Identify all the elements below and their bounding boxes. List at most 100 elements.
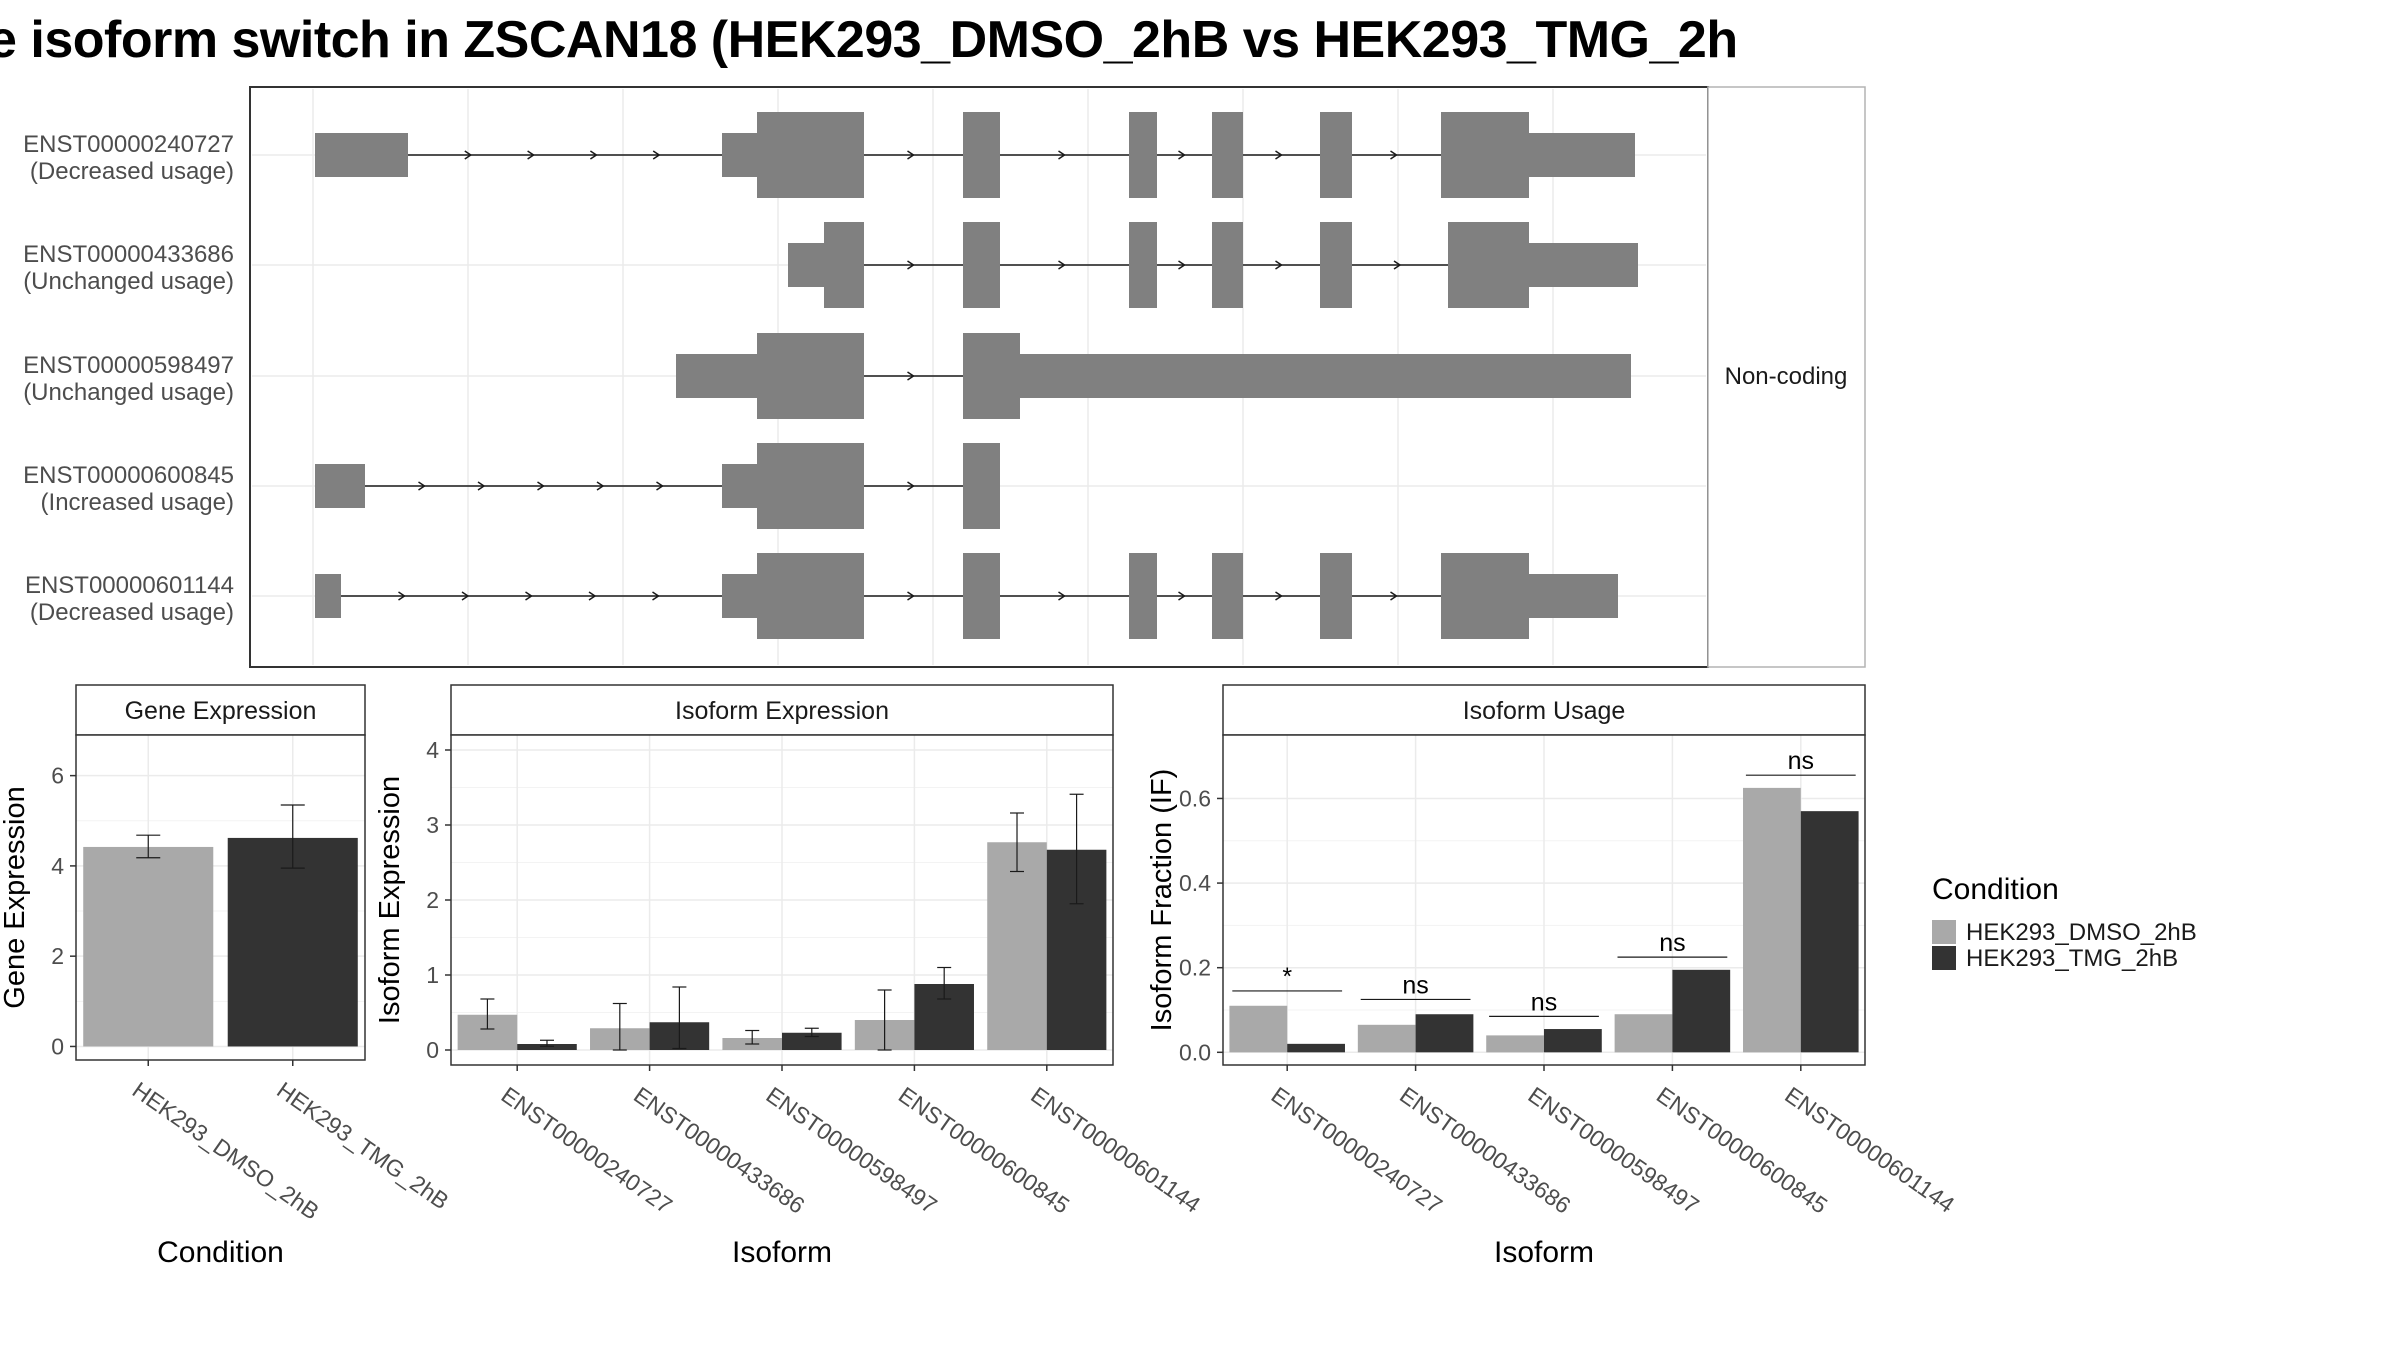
exon-block — [1129, 222, 1157, 308]
y-tick-label: 0.6 — [1179, 785, 1211, 811]
isoform-usage-label: (Decreased usage) — [30, 599, 234, 626]
strand-arrow — [1275, 260, 1283, 270]
exon-block — [315, 133, 408, 177]
panel-title: Isoform Usage — [1463, 697, 1626, 725]
bar-tmg — [782, 1032, 842, 1050]
exon-block — [1129, 553, 1157, 639]
exon-block — [963, 553, 1000, 639]
isoform-usage-label: (Unchanged usage) — [23, 379, 234, 406]
strand-arrow — [907, 150, 915, 160]
y-tick-label: 4 — [426, 737, 439, 763]
exon-block — [315, 574, 341, 618]
bar-tmg — [1800, 811, 1859, 1053]
isoform-usage-label: (Unchanged usage) — [23, 268, 234, 295]
x-axis-title: Isoform — [732, 1236, 832, 1269]
isoform-structure-row: ENST00000601144(Decreased usage) — [25, 553, 1618, 639]
strand-arrow — [464, 150, 473, 160]
exon-block — [1019, 354, 1631, 398]
bar-tmg — [1672, 969, 1731, 1053]
isoform-id-label: ENST00000240727 — [23, 131, 234, 158]
bar-dmso — [1229, 1005, 1288, 1053]
y-axis-title: Isoform Fraction (IF) — [1146, 769, 1178, 1032]
y-axis-title: Isoform Expression — [374, 776, 406, 1024]
exon-block — [1212, 553, 1243, 639]
exon-block — [963, 443, 1000, 529]
exon-block — [963, 222, 1000, 308]
y-tick-label: 1 — [426, 962, 439, 988]
strand-arrow — [656, 481, 664, 491]
exon-block — [757, 112, 864, 198]
exon-block — [963, 112, 1000, 198]
strand-arrow — [1275, 591, 1283, 601]
exon-block — [1528, 133, 1635, 177]
isoform-id-label: ENST00000600845 — [23, 462, 234, 489]
isoform-id-label: ENST00000433686 — [23, 241, 234, 268]
strand-arrow — [1390, 150, 1398, 160]
strand-arrow — [1390, 591, 1398, 601]
exon-block — [722, 464, 758, 508]
bar-panel-3: Isoform Usage0.00.20.40.6ENST00000240727… — [1146, 684, 1959, 1269]
exon-block — [788, 243, 825, 287]
exon-block — [1441, 112, 1529, 198]
y-tick-label: 6 — [51, 763, 64, 789]
strand-arrow — [1275, 150, 1283, 160]
bar-tmg — [1415, 1014, 1474, 1053]
exon-block — [315, 464, 365, 508]
strand-arrow — [652, 150, 661, 160]
strand-arrow — [398, 591, 406, 601]
bar-dmso — [1486, 1035, 1544, 1053]
panel-title: Isoform Expression — [675, 697, 889, 725]
exon-block — [676, 354, 758, 398]
panel-border — [450, 734, 1114, 1066]
panel-border — [75, 734, 366, 1061]
exon-block — [1320, 112, 1352, 198]
bar-dmso — [1743, 787, 1801, 1053]
strand-arrow — [588, 591, 597, 601]
exon-block — [757, 553, 864, 639]
isoform-structure-row: ENST00000240727(Decreased usage) — [23, 112, 1635, 198]
strand-arrow — [596, 481, 605, 491]
strand-arrow — [537, 481, 545, 491]
exon-block — [722, 133, 758, 177]
strand-arrow — [1058, 150, 1066, 160]
panel-border — [1222, 734, 1866, 1066]
panel-strip — [75, 684, 366, 736]
bar-tmg — [1287, 1043, 1345, 1053]
exon-block — [1448, 222, 1529, 308]
significance-label: ns — [1659, 929, 1685, 957]
strand-arrow — [1058, 591, 1066, 601]
y-axis-title: Gene Expression — [0, 786, 31, 1008]
legend-swatch — [1932, 920, 1956, 944]
y-tick-label: 2 — [51, 943, 64, 969]
exon-block — [1528, 243, 1638, 287]
y-tick-label: 0.0 — [1179, 1039, 1211, 1065]
bar-dmso — [987, 842, 1047, 1050]
x-axis-title: Condition — [157, 1236, 284, 1269]
strand-arrow — [1178, 260, 1186, 270]
exon-block — [1212, 222, 1243, 308]
y-tick-label: 0 — [51, 1033, 64, 1059]
legend-title: Condition — [1932, 873, 2059, 906]
exon-block — [1320, 222, 1352, 308]
exon-block — [963, 333, 1020, 419]
strand-arrow — [477, 481, 486, 491]
isoform-structure-row: ENST00000600845(Increased usage) — [23, 443, 1000, 529]
strand-arrow — [1393, 260, 1402, 270]
bar-tmg — [1544, 1029, 1602, 1053]
strand-arrow — [652, 591, 660, 601]
strand-arrow — [907, 260, 915, 270]
strand-arrow — [907, 591, 915, 601]
isoform-structure-row: ENST00000433686(Unchanged usage) — [23, 222, 1638, 308]
strand-arrow — [461, 591, 470, 601]
legend-label: HEK293_DMSO_2hB — [1966, 919, 2197, 946]
significance-label: ns — [1402, 971, 1428, 999]
y-tick-label: 0 — [426, 1037, 439, 1063]
exon-block — [1212, 112, 1243, 198]
strand-arrow — [525, 591, 533, 601]
panel-strip — [1222, 684, 1866, 736]
strand-arrow — [907, 481, 915, 491]
bar-dmso — [1614, 1014, 1673, 1053]
x-axis-title: Isoform — [1494, 1236, 1594, 1269]
y-tick-label: 4 — [51, 853, 64, 879]
